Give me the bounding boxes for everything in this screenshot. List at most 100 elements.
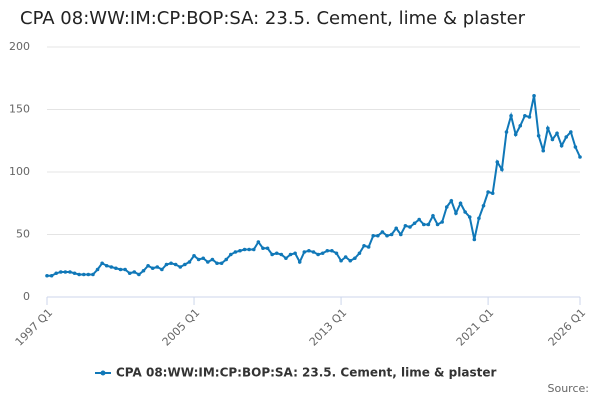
point [495, 160, 500, 164]
point [490, 191, 495, 196]
point [224, 257, 228, 262]
point [169, 261, 173, 266]
point [284, 256, 288, 261]
point [288, 252, 293, 257]
point [95, 267, 100, 272]
point [477, 216, 481, 221]
point [164, 262, 169, 267]
point [72, 271, 77, 276]
point [578, 155, 582, 159]
point [228, 252, 233, 257]
point [371, 233, 376, 238]
point [146, 263, 150, 268]
point [256, 240, 261, 244]
x-tick-label: 2005 Q1 [160, 306, 203, 349]
point [541, 148, 546, 153]
source: Source: [548, 382, 590, 395]
point [417, 217, 421, 222]
x-tick-label: 2021 Q1 [454, 306, 497, 349]
y-tick-label: 100 [9, 165, 30, 178]
point [362, 243, 366, 248]
point [173, 262, 178, 267]
point [265, 246, 270, 251]
point [150, 266, 155, 271]
point [559, 143, 564, 148]
point [123, 267, 127, 272]
line [47, 95, 581, 277]
point [454, 211, 458, 216]
point [339, 258, 343, 263]
point [509, 113, 513, 118]
point [523, 113, 527, 118]
point [233, 250, 238, 254]
point [251, 247, 256, 252]
point [463, 210, 467, 214]
point [63, 270, 68, 274]
point [504, 130, 509, 134]
point [215, 261, 219, 266]
point [444, 205, 449, 209]
point [564, 135, 569, 139]
point [297, 260, 302, 264]
point [348, 258, 353, 263]
point [320, 251, 325, 256]
point [274, 251, 279, 256]
point [412, 221, 417, 226]
point [109, 265, 114, 269]
point [569, 130, 573, 134]
point [187, 260, 192, 264]
point [91, 272, 95, 277]
point [440, 220, 444, 224]
point [343, 255, 348, 259]
point [307, 248, 311, 253]
point [330, 248, 334, 253]
point [353, 256, 357, 261]
point [500, 167, 504, 172]
point [486, 190, 490, 194]
point [54, 271, 58, 276]
point [399, 232, 403, 237]
point [385, 233, 389, 238]
point [532, 93, 536, 98]
point [270, 252, 274, 257]
point [81, 272, 86, 277]
point [293, 251, 297, 256]
point [196, 257, 201, 262]
point [183, 262, 187, 267]
point [435, 222, 440, 227]
point [421, 222, 426, 227]
point [380, 230, 385, 234]
point [316, 252, 320, 257]
point [118, 267, 123, 272]
chart-title: CPA 08:WW:IM:CP:BOP:SA: 23.5. Cement, li… [20, 8, 526, 29]
point [366, 245, 371, 249]
point [45, 273, 49, 278]
point [219, 261, 224, 266]
point [192, 253, 196, 258]
point [201, 256, 206, 261]
point [77, 272, 81, 277]
point [481, 203, 486, 208]
y-tick-label: 150 [9, 103, 30, 116]
point [472, 237, 477, 242]
point [178, 265, 183, 269]
point [247, 247, 251, 252]
point [160, 267, 164, 272]
point [546, 126, 550, 131]
point [458, 201, 463, 206]
point [206, 260, 210, 264]
point [242, 247, 247, 252]
point [394, 226, 399, 231]
y-tick-label: 50 [16, 228, 30, 241]
point [357, 251, 362, 256]
point [518, 123, 523, 128]
point [389, 232, 394, 237]
point [311, 250, 316, 254]
point [513, 132, 518, 137]
point [426, 222, 431, 227]
point [403, 223, 408, 228]
point [104, 263, 109, 268]
point [555, 131, 559, 136]
point [137, 272, 141, 277]
